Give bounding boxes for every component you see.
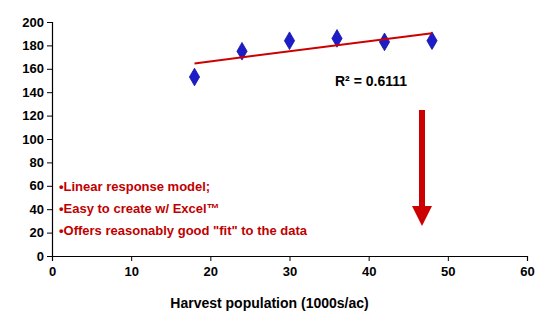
arrow-head [412, 206, 432, 226]
y-tick-mark [47, 45, 52, 46]
note: •Linear response model; [59, 179, 210, 194]
y-tick: 0 [37, 249, 52, 264]
x-tick-mark [448, 256, 449, 261]
data-point [284, 32, 294, 50]
arrow [412, 110, 432, 226]
y-tick-mark [47, 209, 52, 210]
x-tick-mark [369, 256, 370, 261]
x-tick: 60 [520, 256, 534, 279]
y-tick-mark [47, 186, 52, 187]
y-tick-mark [47, 233, 52, 234]
y-tick-mark [47, 116, 52, 117]
x-axis-title: Harvest population (1000s/ac) [170, 295, 368, 311]
y-tick-mark [47, 162, 52, 163]
data-point [379, 33, 389, 51]
x-tick-label: 10 [124, 264, 138, 279]
y-tick: 60 [30, 178, 52, 193]
x-tick: 20 [204, 256, 218, 279]
y-tick: 120 [22, 108, 52, 123]
y-tick-mark [47, 92, 52, 93]
x-tick-mark [210, 256, 211, 261]
x-tick: 50 [441, 256, 455, 279]
x-tick-mark [527, 256, 528, 261]
y-tick-label: 20 [30, 225, 44, 240]
x-tick-label: 50 [441, 264, 455, 279]
x-tick-label: 40 [362, 264, 376, 279]
y-tick-label: 140 [22, 85, 44, 100]
y-tick-label: 60 [30, 178, 44, 193]
y-tick-label: 40 [30, 202, 44, 217]
y-tick: 180 [22, 38, 52, 53]
y-tick: 200 [22, 15, 52, 30]
plot: 0 10 20 30 40 50 60 0 20 40 60 80 100 120 140 160 180 200 [22, 15, 534, 279]
trend-line [195, 33, 433, 63]
y-tick: 160 [22, 61, 52, 76]
x-tick-mark [290, 256, 291, 261]
y-tick: 100 [22, 132, 52, 147]
y-axis: 0 20 40 60 80 100 120 140 160 180 200 [22, 15, 52, 264]
arrow-shaft [419, 110, 425, 208]
x-tick: 10 [124, 256, 138, 279]
chart: 0 10 20 30 40 50 60 0 20 40 60 80 100 120 140 160 180 200… [0, 0, 535, 334]
y-tick: 80 [30, 155, 52, 170]
data-point [189, 68, 199, 86]
x-tick-label: 20 [204, 264, 218, 279]
note: •Offers reasonably good "fit" to the dat… [59, 223, 308, 238]
y-tick-label: 0 [37, 249, 44, 264]
y-tick-label: 180 [22, 38, 44, 53]
y-tick-label: 200 [22, 15, 44, 30]
x-tick-mark [131, 256, 132, 261]
x-axis: 0 10 20 30 40 50 60 [49, 256, 535, 279]
y-tick-mark [47, 22, 52, 23]
x-tick-label: 0 [49, 264, 56, 279]
x-tick-label: 60 [520, 264, 534, 279]
y-tick-label: 80 [30, 155, 44, 170]
r-squared-label: R² = 0.6111 [335, 73, 407, 89]
note: •Easy to create w/ Excel™ [59, 201, 220, 216]
y-tick-mark [47, 256, 52, 257]
y-tick-label: 100 [22, 132, 44, 147]
x-tick: 30 [283, 256, 297, 279]
x-tick: 40 [362, 256, 376, 279]
y-axis-line [47, 23, 53, 257]
x-tick: 0 [49, 256, 56, 279]
y-tick-mark [47, 139, 52, 140]
y-tick: 20 [30, 225, 52, 240]
x-axis-line [53, 257, 528, 262]
y-tick: 140 [22, 85, 52, 100]
y-tick-mark [47, 69, 52, 70]
y-tick: 40 [30, 202, 52, 217]
y-tick-label: 160 [22, 61, 44, 76]
x-tick-label: 30 [283, 264, 297, 279]
y-tick-label: 120 [22, 108, 44, 123]
